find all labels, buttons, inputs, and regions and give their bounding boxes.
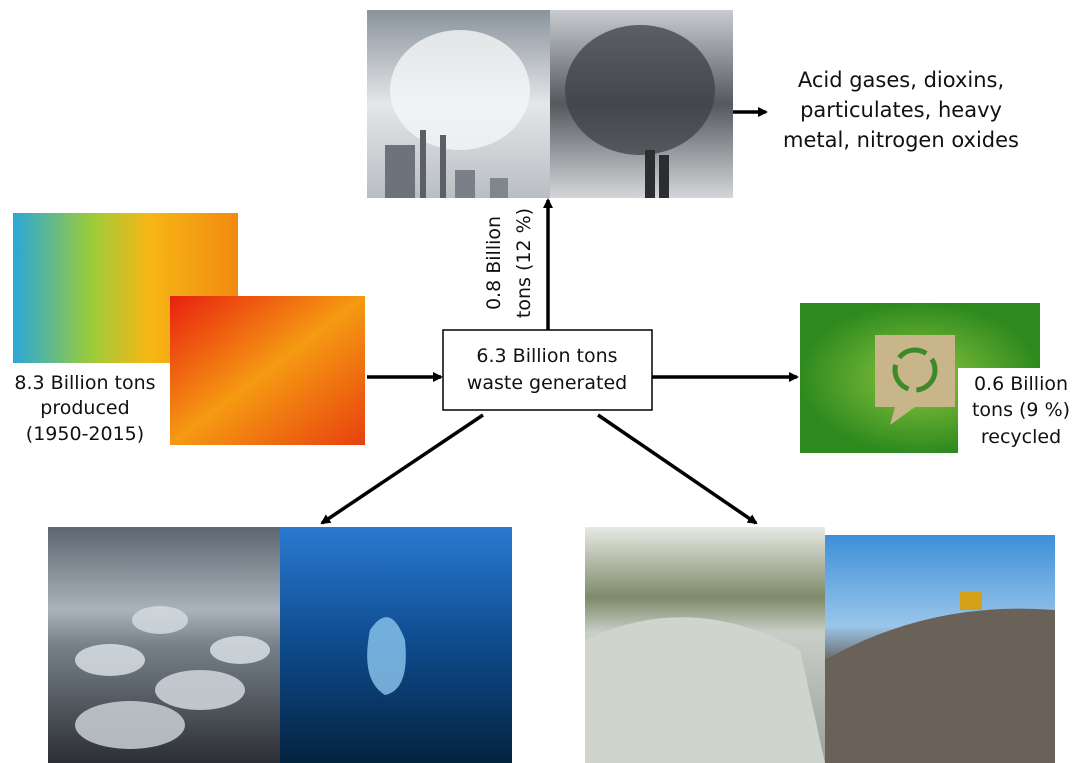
incineration-photo: [367, 10, 733, 198]
emissions-text: Acid gases, dioxins,: [798, 68, 1004, 92]
arrows: [320, 107, 799, 525]
recycled-text: 0.6 Billion: [974, 373, 1068, 395]
recycle-photo: [800, 303, 1085, 453]
recycled-text: recycled: [981, 426, 1061, 448]
waste-text: waste generated: [467, 372, 627, 394]
emissions-box: [768, 60, 1035, 160]
ocean-photo: [48, 527, 512, 763]
production-photo: [0, 213, 365, 447]
produced-text: produced: [40, 397, 129, 419]
incinerated-text: tons (12 %): [513, 208, 535, 318]
emissions-text: particulates, heavy: [800, 98, 1002, 122]
waste-text: 6.3 Billion tons: [476, 345, 617, 367]
incinerated-box: [474, 200, 546, 326]
produced-text: 8.3 Billion tons: [14, 372, 155, 394]
landfill-photo: [585, 527, 1055, 763]
arrow: [597, 413, 758, 525]
emissions-text: metal, nitrogen oxides: [783, 128, 1019, 152]
recycled-text: tons (9 %): [972, 399, 1070, 421]
produced-text: (1950-2015): [26, 423, 144, 445]
arrow: [320, 413, 484, 525]
waste-box: [442, 329, 653, 411]
incinerated-text: 0.8 Billion: [483, 216, 505, 310]
